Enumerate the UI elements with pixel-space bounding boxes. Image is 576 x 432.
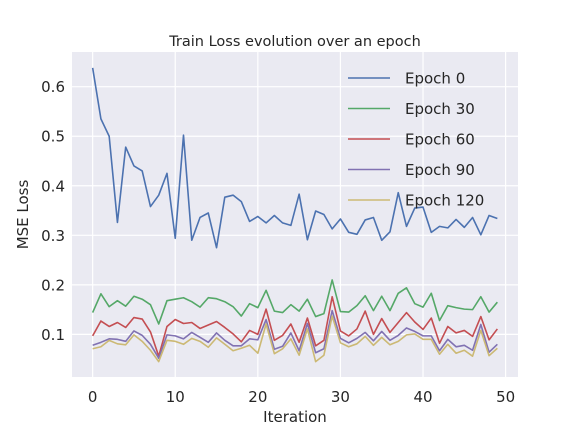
series-line-epoch-30 xyxy=(91,279,498,325)
y-tick-label: 0.1 xyxy=(41,326,65,344)
grid xyxy=(72,52,518,377)
legend-label-epoch-30: Epoch 30 xyxy=(405,100,475,118)
legend: Epoch 0 Epoch 30 Epoch 60 Epoch 90 Epoch 120 xyxy=(348,70,484,210)
x-tick-label: 30 xyxy=(331,388,350,406)
y-tick-label: 0.6 xyxy=(41,78,65,96)
y-tick-label: 0.2 xyxy=(41,276,65,294)
legend-label-epoch-120: Epoch 120 xyxy=(405,192,484,210)
x-tick-label: 40 xyxy=(413,388,432,406)
x-axis-label: Iteration xyxy=(263,408,327,426)
x-tick-labels: 0 10 20 30 40 50 xyxy=(88,388,515,406)
series-line-epoch-0 xyxy=(91,67,498,249)
y-tick-labels: 0.1 0.2 0.3 0.4 0.5 0.6 xyxy=(41,78,65,344)
y-tick-label: 0.5 xyxy=(41,128,65,146)
x-tick-label: 20 xyxy=(248,388,267,406)
legend-label-epoch-90: Epoch 90 xyxy=(405,161,475,179)
series-line-epoch-120 xyxy=(92,315,498,363)
series-lines xyxy=(91,67,498,363)
x-tick-label: 10 xyxy=(166,388,185,406)
y-tick-label: 0.4 xyxy=(41,177,65,195)
series-line-epoch-60 xyxy=(91,295,498,357)
x-tick-label: 0 xyxy=(88,388,98,406)
chart-title: Train Loss evolution over an epoch xyxy=(168,34,421,50)
legend-label-epoch-60: Epoch 60 xyxy=(405,131,475,149)
series-line-epoch-90 xyxy=(92,309,498,359)
legend-label-epoch-0: Epoch 0 xyxy=(405,70,465,88)
x-tick-label: 50 xyxy=(496,388,515,406)
y-tick-label: 0.3 xyxy=(41,227,65,245)
y-axis-label: MSE Loss xyxy=(14,180,32,250)
plot-background xyxy=(72,52,518,377)
